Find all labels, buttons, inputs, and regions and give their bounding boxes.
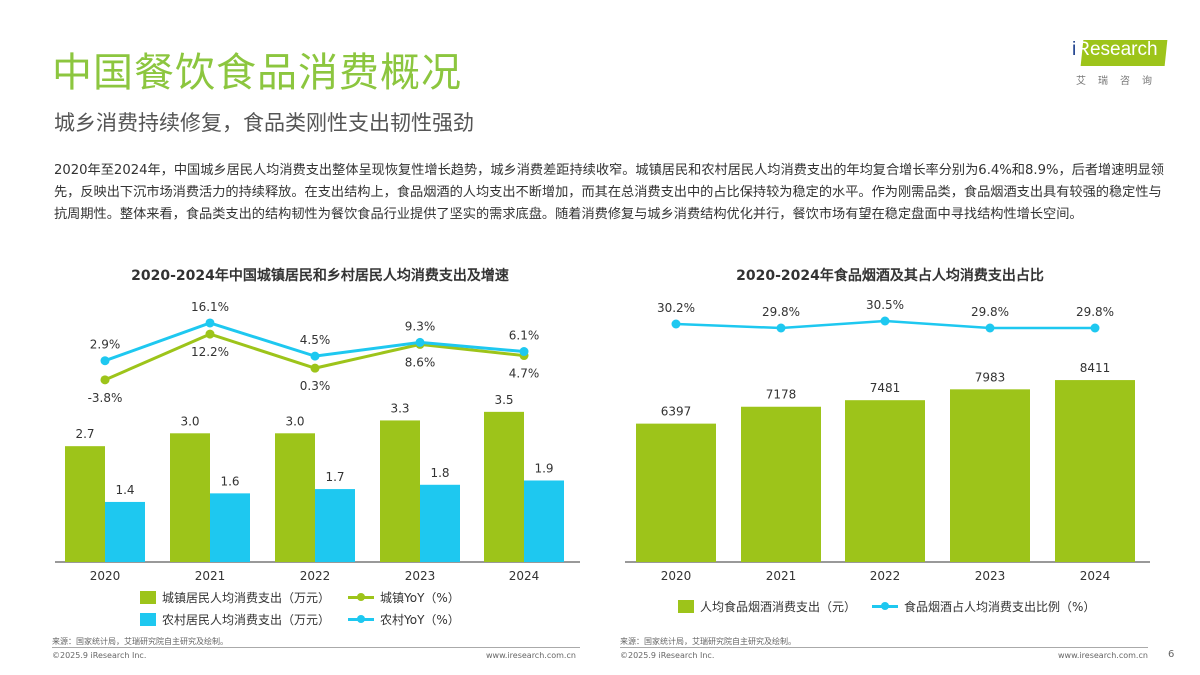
yoy-point [205, 318, 215, 328]
bar-label: 7178 [766, 388, 797, 402]
bar-label: 1.6 [220, 474, 239, 488]
chart2-title: 2020-2024年食品烟酒及其占人均消费支出占比 [736, 268, 1044, 284]
bar-label: 7983 [975, 370, 1006, 384]
rural-bar [420, 484, 460, 562]
footer-divider-left [52, 647, 580, 648]
yoy-label: 4.7% [509, 367, 540, 381]
yoy-point [205, 329, 215, 339]
food-bar [950, 389, 1030, 562]
bar-label: 2.7 [75, 427, 94, 441]
ratio-label: 29.8% [762, 305, 800, 319]
bar-label: 3.0 [285, 414, 304, 428]
chart2-x-tick: 2022 [870, 569, 901, 583]
chart2-x-tick: 2023 [975, 569, 1006, 583]
source-note-left: 来源：国家统计局，艾瑞研究院自主研究及绘制。 [52, 637, 228, 646]
yoy-label: 12.2% [191, 345, 229, 359]
ratio-label: 29.8% [971, 305, 1009, 319]
page-number: 6 [1168, 649, 1175, 660]
ratio-label: 30.5% [866, 298, 904, 312]
website-left: www.iresearch.com.cn [486, 651, 576, 660]
bar-label: 1.7 [325, 470, 344, 484]
chart1-x-tick: 2022 [300, 569, 331, 583]
legend-rural-yoy: 农村YoY（%） [348, 611, 460, 628]
bar-label: 1.8 [430, 466, 449, 480]
legend-urban-bar: 城镇居民人均消费支出（万元） [140, 589, 330, 606]
ratio-label: 30.2% [657, 301, 695, 315]
yoy-point [415, 337, 425, 347]
rural-bar [315, 489, 355, 562]
rural-bar [210, 493, 250, 562]
yoy-point [310, 351, 320, 361]
urban-bar [380, 420, 420, 562]
rural-bar [524, 480, 564, 562]
bar-label: 1.4 [115, 483, 134, 497]
iresearch-logo: iResearch 艾瑞咨询 [1068, 36, 1168, 92]
chart2-x-tick: 2020 [661, 569, 692, 583]
bar-label: 3.5 [494, 393, 513, 407]
food-bar [741, 406, 821, 562]
urban-bar [170, 433, 210, 562]
ratio-point [776, 323, 786, 333]
yoy-label: 0.3% [300, 379, 331, 393]
legend-food-ratio: 食品烟酒占人均消费支出比例（%） [872, 598, 1095, 615]
food-bar [845, 400, 925, 562]
chart1-x-tick: 2020 [90, 569, 121, 583]
chart1-x-tick: 2024 [509, 569, 540, 583]
yoy-point [310, 363, 320, 373]
copyright-left: ©2025.9 iResearch Inc. [52, 651, 147, 660]
bar-label: 6397 [661, 405, 692, 419]
chart2-x-tick: 2024 [1080, 569, 1111, 583]
bar-label: 3.0 [180, 414, 199, 428]
urban-bar [65, 446, 105, 562]
chart1-title: 2020-2024年中国城镇居民和乡村居民人均消费支出及增速 [131, 268, 509, 284]
yoy-label: 16.1% [191, 300, 229, 314]
page-title: 中国餐饮食品消费概况 [52, 50, 462, 96]
body-paragraph: 2020年至2024年，中国城乡居民人均消费支出整体呈现恢复性增长趋势，城乡消费… [54, 163, 1164, 222]
yoy-label: 6.1% [509, 329, 540, 343]
legend-urban-yoy: 城镇YoY（%） [348, 589, 460, 606]
yoy-label: 2.9% [90, 338, 121, 352]
chart2-x-tick: 2021 [766, 569, 797, 583]
ratio-point [985, 323, 995, 333]
legend-rural-bar: 农村居民人均消费支出（万元） [140, 611, 330, 628]
page-subtitle: 城乡消费持续修复，食品类刚性支出韧性强劲 [54, 111, 474, 135]
yoy-label: 4.5% [300, 333, 331, 347]
ratio-label: 29.8% [1076, 305, 1114, 319]
ratio-point [1090, 323, 1100, 333]
bar-label: 7481 [870, 381, 901, 395]
food-bar [636, 423, 716, 562]
legend-food-bar: 人均食品烟酒消费支出（元） [678, 598, 856, 615]
yoy-point [519, 347, 529, 357]
footer-divider-right [620, 647, 1148, 648]
website-right: www.iresearch.com.cn [1058, 651, 1148, 660]
chart1-x-tick: 2023 [405, 569, 436, 583]
bar-label: 8411 [1080, 361, 1111, 375]
yoy-label: -3.8% [88, 391, 123, 405]
yoy-point [100, 356, 110, 366]
yoy-label: 8.6% [405, 355, 436, 369]
bar-label: 3.3 [390, 401, 409, 415]
yoy-point [100, 375, 110, 385]
food-bar [1055, 380, 1135, 562]
ratio-point [880, 316, 890, 326]
bar-label: 1.9 [534, 461, 553, 475]
source-note-right: 来源：国家统计局，艾瑞研究院自主研究及绘制。 [620, 637, 796, 646]
chart1-x-tick: 2021 [195, 569, 226, 583]
ratio-point [671, 319, 681, 329]
yoy-label: 9.3% [405, 319, 436, 333]
urban-bar [275, 433, 315, 562]
copyright-right: ©2025.9 iResearch Inc. [620, 651, 715, 660]
rural-bar [105, 501, 145, 562]
urban-bar [484, 411, 524, 562]
